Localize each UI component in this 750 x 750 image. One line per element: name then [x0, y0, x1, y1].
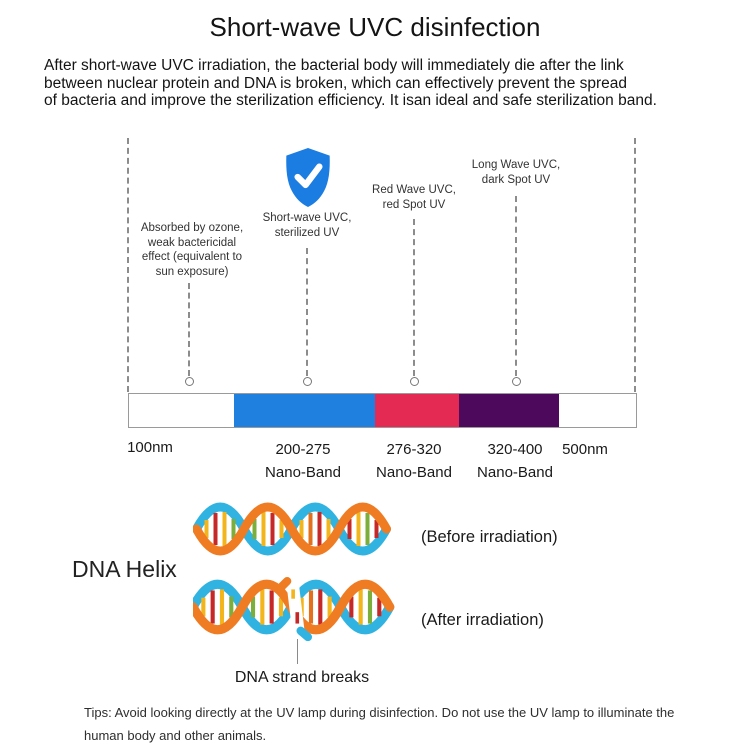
callout-ozone-label: Absorbed by ozone, weak bactericidal eff…	[140, 222, 244, 278]
leader-line-ozone	[188, 283, 190, 376]
leader-line-longwave	[515, 196, 517, 376]
leader-line-redwave	[413, 219, 415, 376]
callout-shortwave-label: Short-wave UVC, sterilized UV	[262, 212, 352, 239]
dna-break-label: DNA strand breaks	[234, 669, 370, 686]
dna-helix-after-image	[188, 572, 400, 642]
shield-check-icon	[278, 146, 338, 210]
band-uva-segment	[459, 394, 559, 427]
callout-longwave-label: Long Wave UVC, dark Spot UV	[471, 159, 561, 186]
leader-line-shortwave	[306, 248, 308, 376]
band-uvc-segment	[234, 394, 375, 427]
band-caption-276-320: 276-320 Nano-Band	[376, 441, 452, 481]
band-caption-320-400: 320-400 Nano-Band	[477, 441, 553, 481]
band-uvb-segment	[375, 394, 459, 427]
axis-label-500nm: 500nm	[562, 441, 608, 458]
leader-circle-redwave	[410, 377, 419, 386]
after-irradiation-caption: (After irradiation)	[421, 611, 544, 629]
dna-helix-section-label: DNA Helix	[72, 556, 177, 582]
band-visible-segment	[559, 394, 636, 427]
wavelength-spectrum-bar	[128, 393, 637, 428]
band-caption-200-275: 200-275 Nano-Band	[265, 441, 341, 481]
leader-circle-shortwave	[303, 377, 312, 386]
dna-helix-before-image	[192, 498, 400, 560]
before-irradiation-caption: (Before irradiation)	[421, 528, 558, 546]
dna-break-pointer-line	[297, 639, 298, 664]
leader-circle-longwave	[512, 377, 521, 386]
strand-break-gap	[285, 572, 306, 642]
callout-redwave-label: Red Wave UVC, red Spot UV	[372, 184, 456, 211]
tips-text: Tips: Avoid looking directly at the UV l…	[84, 705, 675, 743]
band-absorbed-segment	[129, 394, 234, 427]
leader-circle-ozone	[185, 377, 194, 386]
axis-label-100nm: 100nm	[127, 439, 173, 456]
page-title: Short-wave UVC disinfection	[209, 12, 541, 42]
spectrum-left-boundary-line	[127, 138, 129, 392]
spectrum-right-boundary-line	[634, 138, 636, 392]
intro-paragraph: After short-wave UVC irradiation, the ba…	[44, 57, 657, 109]
